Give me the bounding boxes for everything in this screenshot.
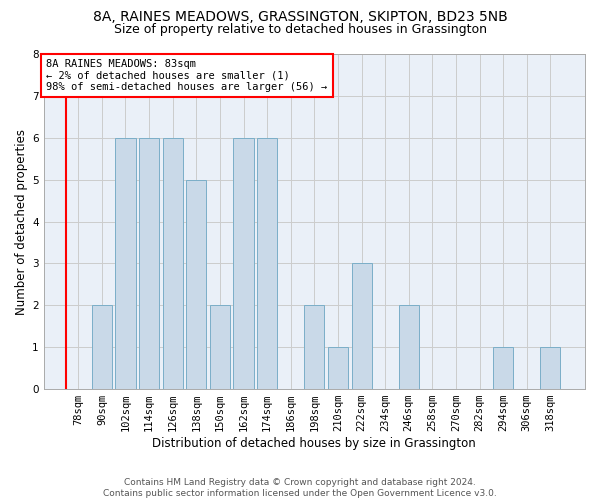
Bar — [399, 306, 419, 389]
Bar — [163, 138, 183, 389]
Bar — [115, 138, 136, 389]
Bar — [233, 138, 254, 389]
Text: 8A RAINES MEADOWS: 83sqm
← 2% of detached houses are smaller (1)
98% of semi-det: 8A RAINES MEADOWS: 83sqm ← 2% of detache… — [46, 59, 328, 92]
Bar — [210, 306, 230, 389]
Y-axis label: Number of detached properties: Number of detached properties — [15, 128, 28, 314]
Bar — [493, 347, 513, 389]
Bar — [328, 347, 348, 389]
X-axis label: Distribution of detached houses by size in Grassington: Distribution of detached houses by size … — [152, 437, 476, 450]
Text: Size of property relative to detached houses in Grassington: Size of property relative to detached ho… — [113, 22, 487, 36]
Text: Contains HM Land Registry data © Crown copyright and database right 2024.
Contai: Contains HM Land Registry data © Crown c… — [103, 478, 497, 498]
Bar — [352, 264, 371, 389]
Bar — [257, 138, 277, 389]
Bar — [186, 180, 206, 389]
Bar — [139, 138, 159, 389]
Bar — [541, 347, 560, 389]
Text: 8A, RAINES MEADOWS, GRASSINGTON, SKIPTON, BD23 5NB: 8A, RAINES MEADOWS, GRASSINGTON, SKIPTON… — [92, 10, 508, 24]
Bar — [92, 306, 112, 389]
Bar — [304, 306, 325, 389]
